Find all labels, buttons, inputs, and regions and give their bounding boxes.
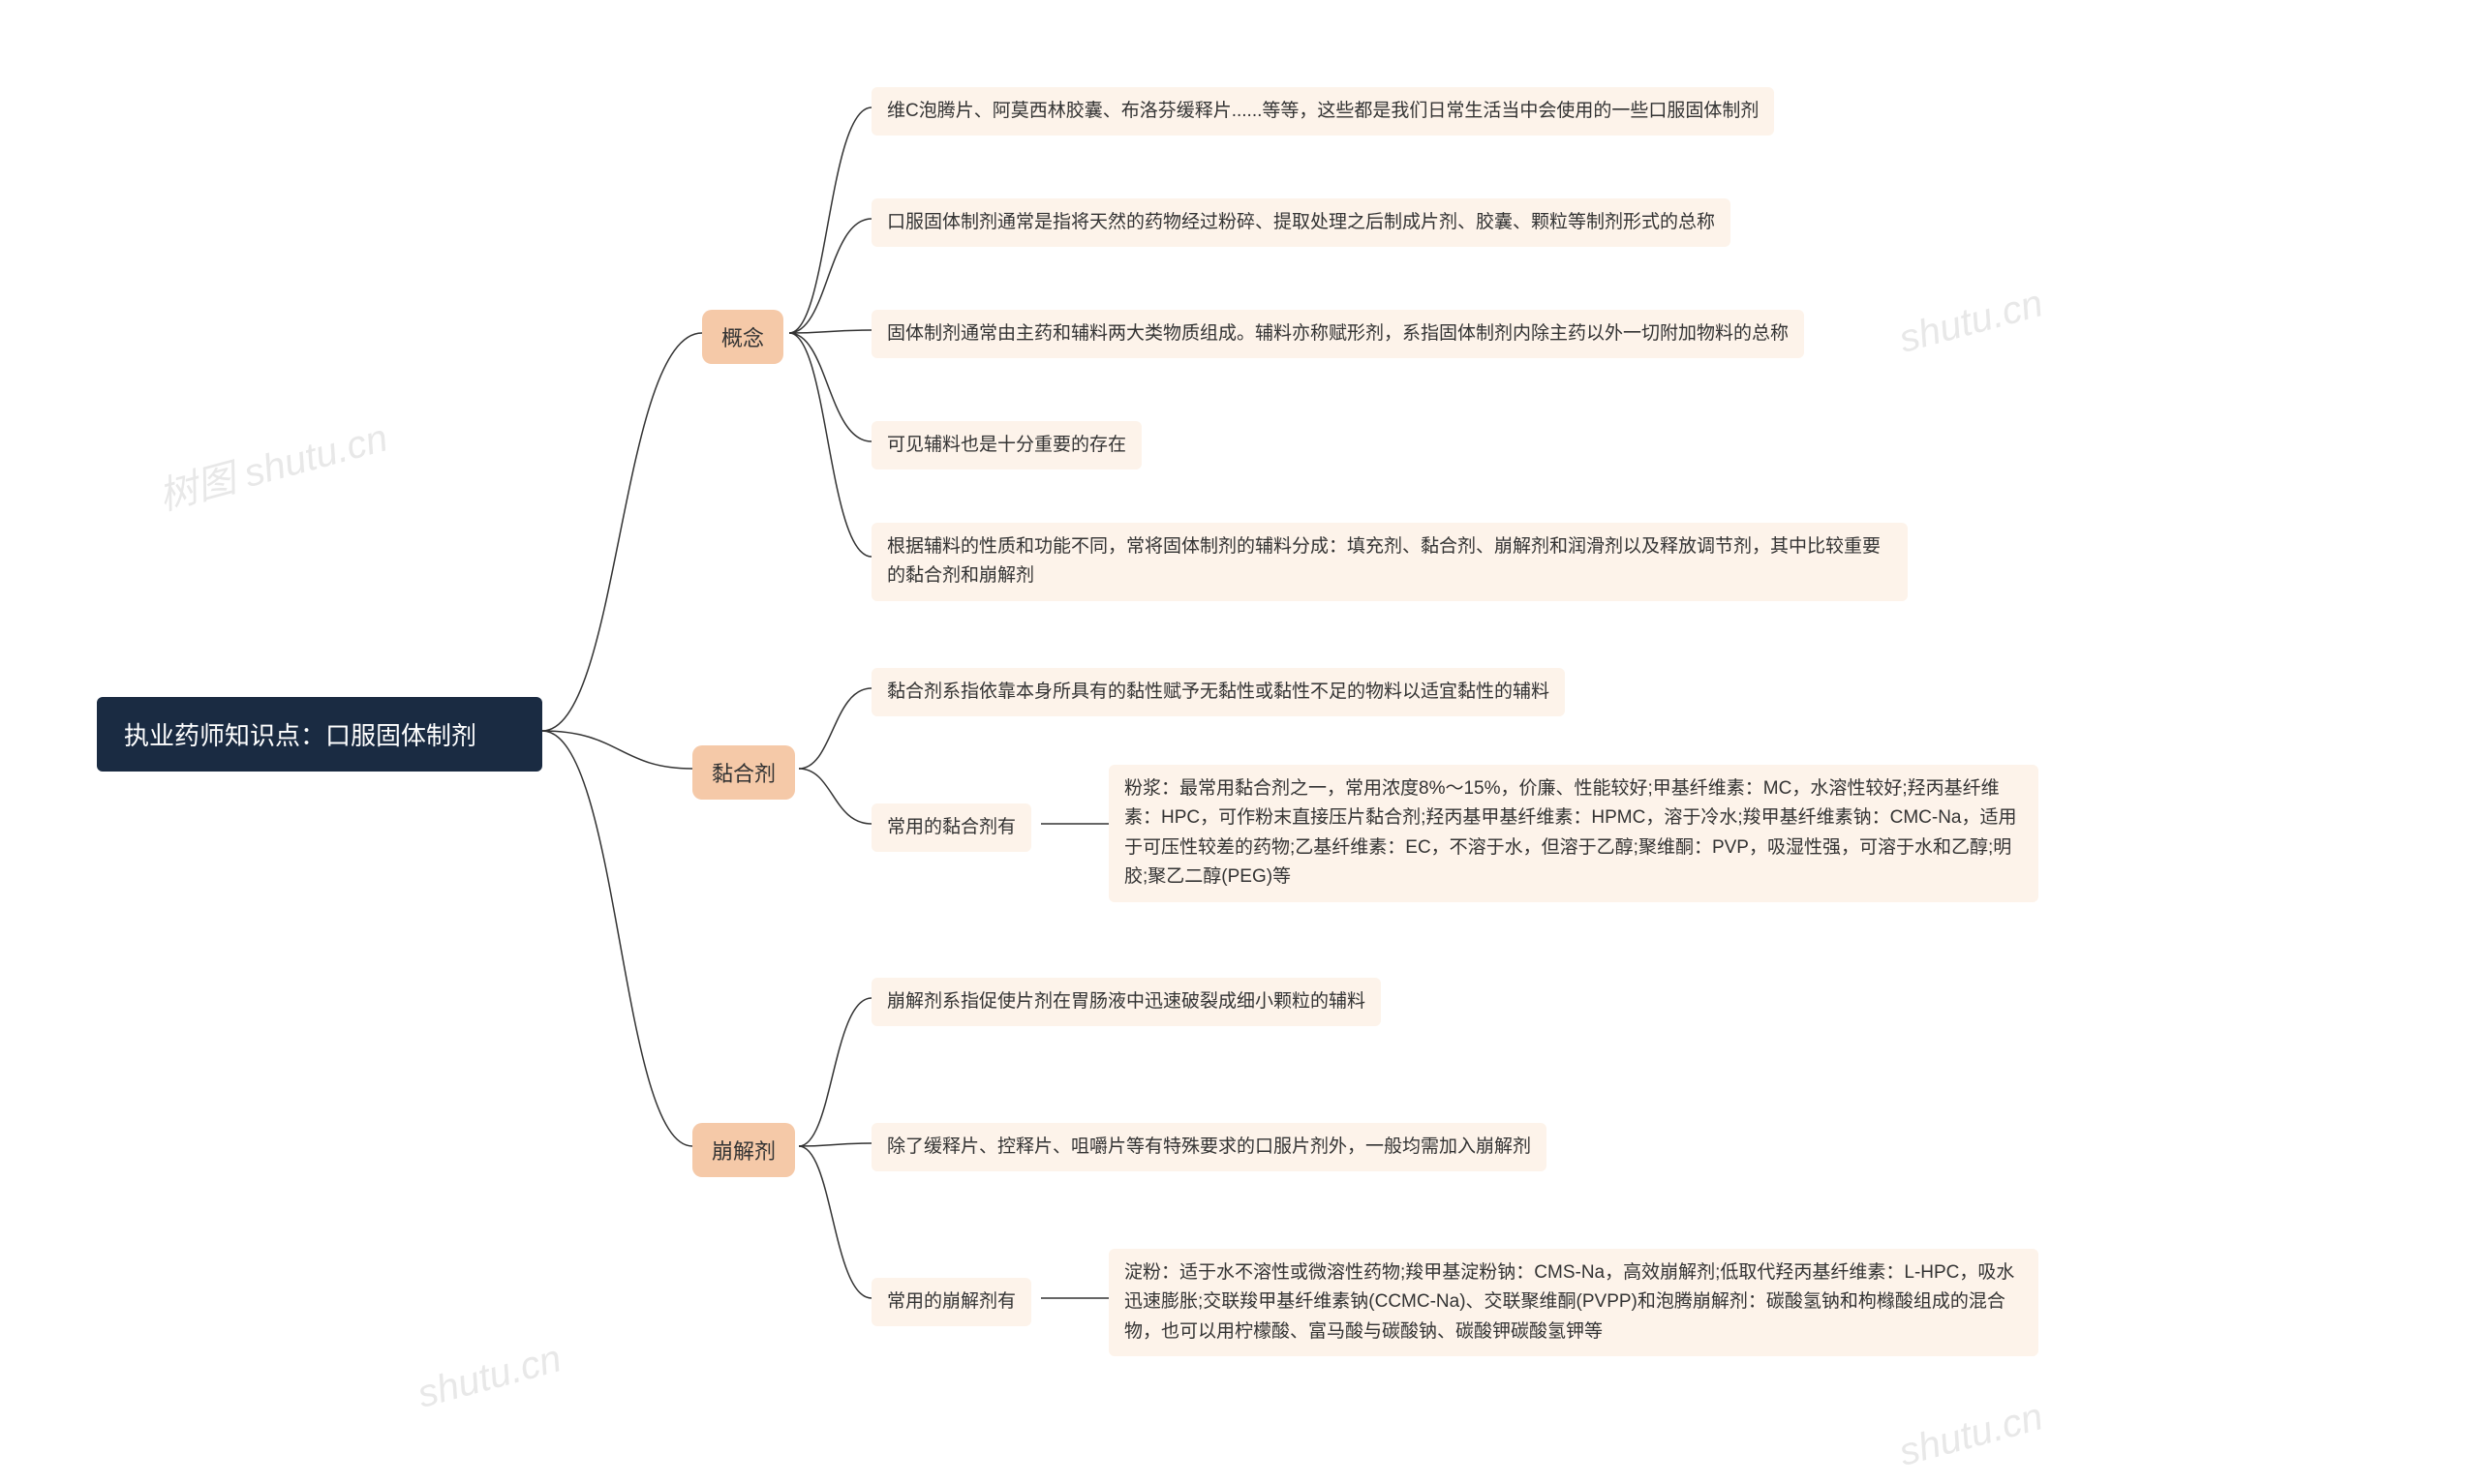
watermark: shutu.cn	[1895, 1395, 2048, 1475]
mindmap-root[interactable]: 执业药师知识点：口服固体制剂	[97, 697, 542, 772]
watermark: shutu.cn	[1895, 282, 2048, 362]
leaf-concept-3[interactable]: 可见辅料也是十分重要的存在	[872, 421, 1142, 469]
watermark: shutu.cn	[413, 1337, 566, 1417]
leaf-concept-2[interactable]: 固体制剂通常由主药和辅料两大类物质组成。辅料亦称赋形剂，系指固体制剂内除主药以外…	[872, 310, 1804, 358]
leaf-concept-1[interactable]: 口服固体制剂通常是指将天然的药物经过粉碎、提取处理之后制成片剂、胶囊、颗粒等制剂…	[872, 198, 1730, 247]
leaf-disintegrant-0[interactable]: 崩解剂系指促使片剂在胃肠液中迅速破裂成细小颗粒的辅料	[872, 978, 1381, 1026]
watermark: 树图 shutu.cn	[152, 407, 393, 522]
leaf-concept-4[interactable]: 根据辅料的性质和功能不同，常将固体制剂的辅料分成：填充剂、黏合剂、崩解剂和润滑剂…	[872, 523, 1908, 601]
branch-binder[interactable]: 黏合剂	[692, 745, 795, 800]
leaf-disintegrant-detail[interactable]: 淀粉：适于水不溶性或微溶性药物;羧甲基淀粉钠：CMS-Na，高效崩解剂;低取代羟…	[1109, 1249, 2038, 1356]
branch-disintegrant[interactable]: 崩解剂	[692, 1123, 795, 1177]
leaf-disintegrant-label[interactable]: 常用的崩解剂有	[872, 1278, 1031, 1326]
leaf-binder-detail[interactable]: 粉浆：最常用黏合剂之一，常用浓度8%～15%，价廉、性能较好;甲基纤维素：MC，…	[1109, 765, 2038, 902]
leaf-concept-0[interactable]: 维C泡腾片、阿莫西林胶囊、布洛芬缓释片......等等，这些都是我们日常生活当中…	[872, 87, 1774, 136]
leaf-disintegrant-1[interactable]: 除了缓释片、控释片、咀嚼片等有特殊要求的口服片剂外，一般均需加入崩解剂	[872, 1123, 1546, 1171]
leaf-binder-0[interactable]: 黏合剂系指依靠本身所具有的黏性赋予无黏性或黏性不足的物料以适宜黏性的辅料	[872, 668, 1565, 716]
leaf-binder-label[interactable]: 常用的黏合剂有	[872, 803, 1031, 852]
branch-concept[interactable]: 概念	[702, 310, 783, 364]
